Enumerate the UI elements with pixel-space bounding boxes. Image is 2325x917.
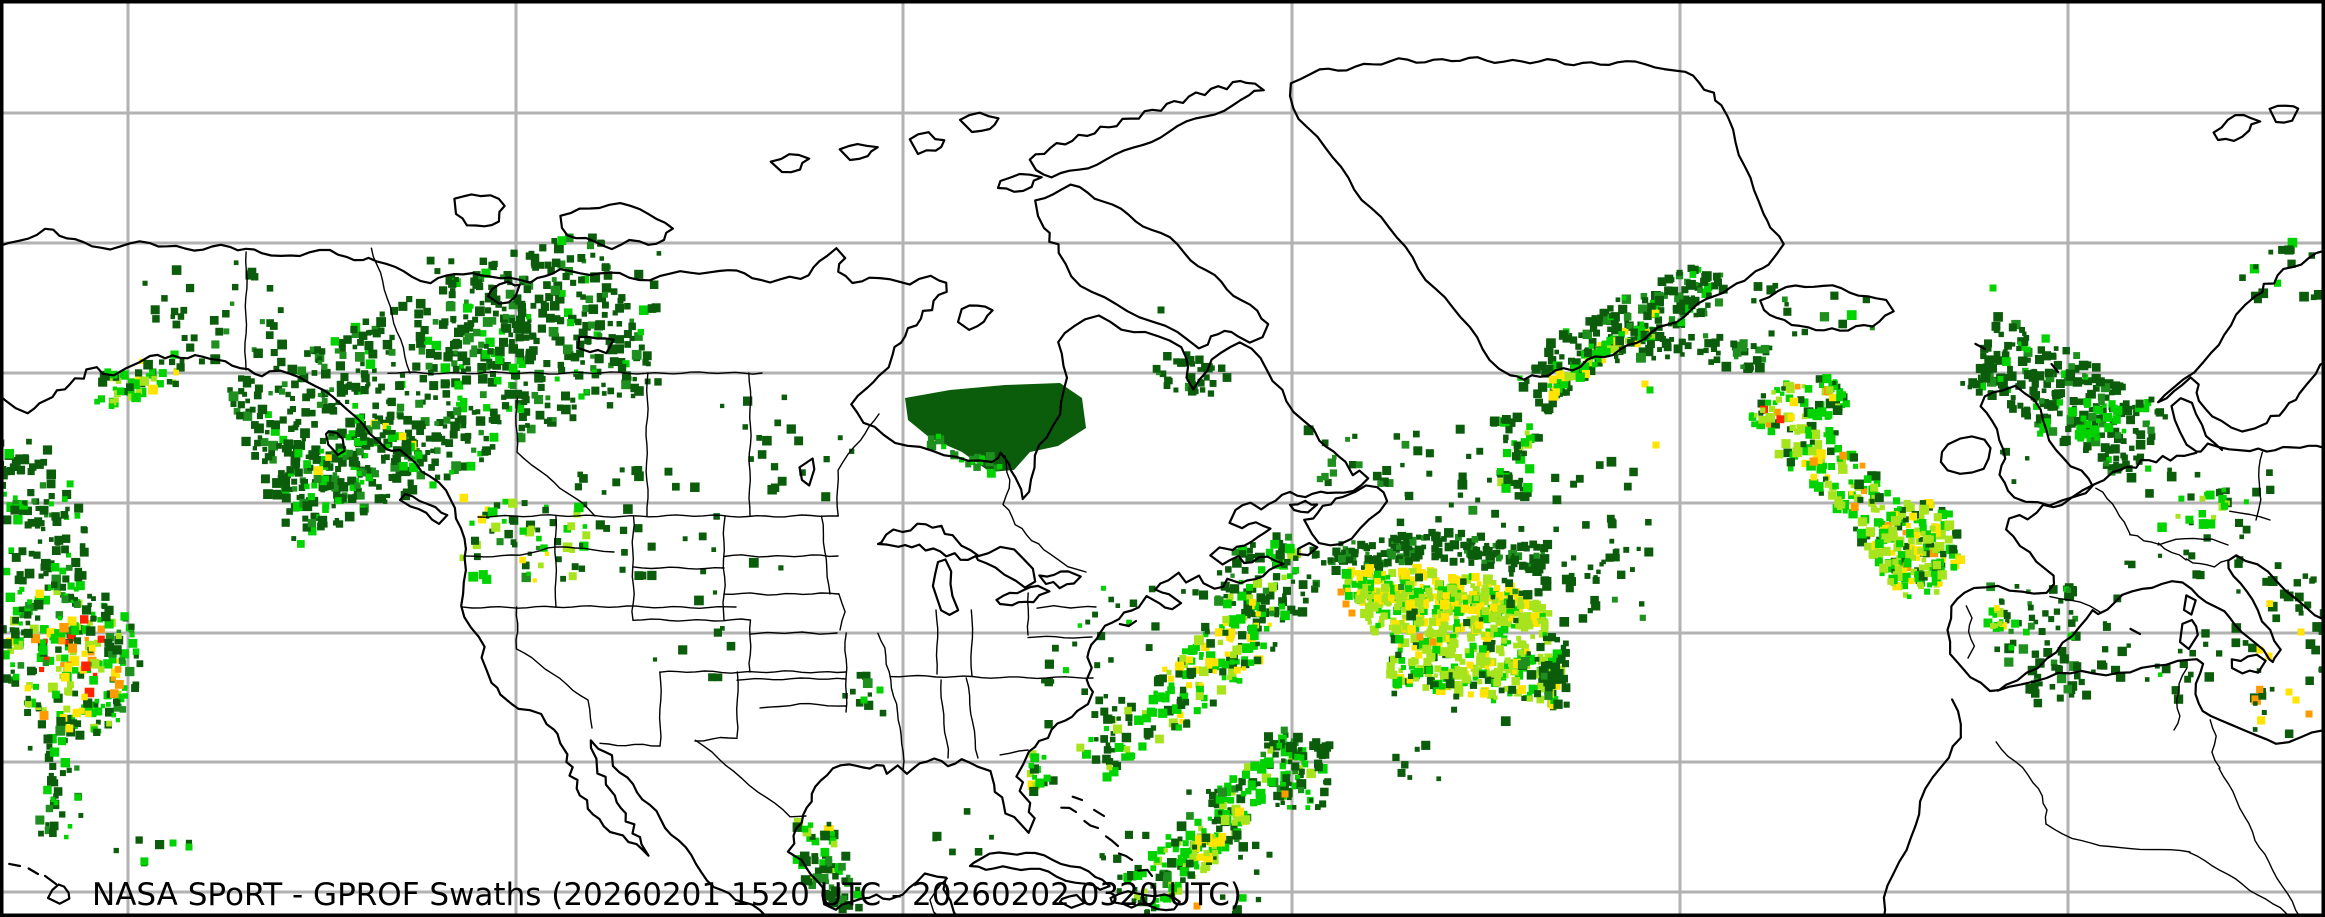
- political-border-layer: [244, 247, 2301, 917]
- coastline-layer: [0, 56, 2325, 917]
- precipitation-swath-layer: [0, 233, 2325, 917]
- map-title: NASA SPoRT - GPROF Swaths (20260201 1520…: [92, 877, 1242, 913]
